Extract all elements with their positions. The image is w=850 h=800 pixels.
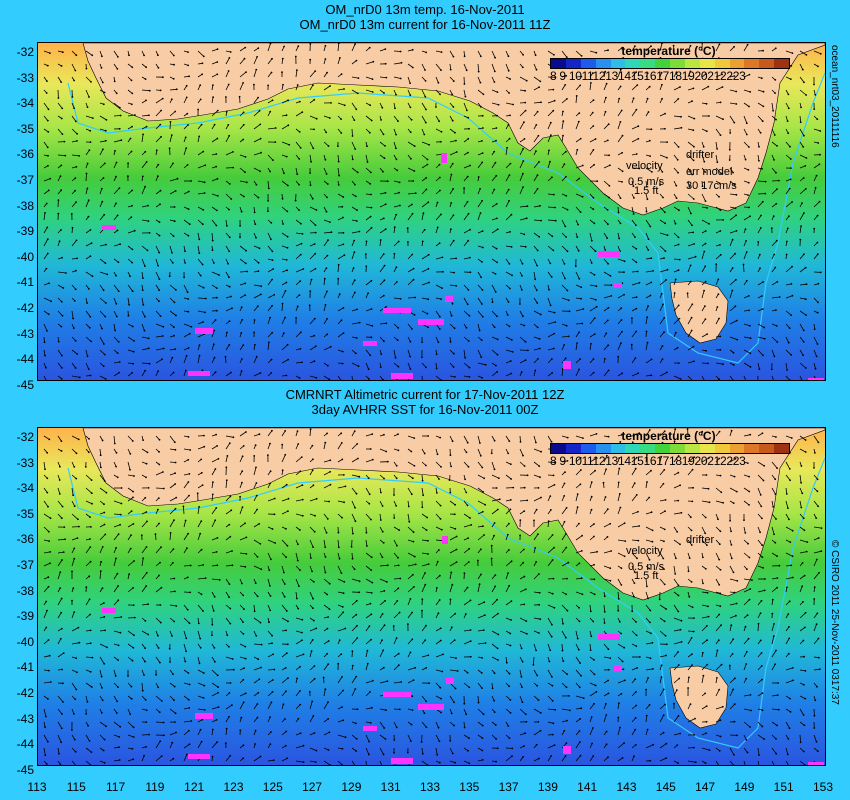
- x-tick-label: 123: [223, 780, 244, 794]
- velocity-scale: 0.5 m/s: [628, 561, 665, 573]
- x-tick-label: 141: [577, 780, 598, 794]
- y-tick-label: -42: [16, 301, 34, 315]
- australia-land: [82, 428, 825, 601]
- x-tick-label: 133: [419, 780, 441, 794]
- y-tick-label: -39: [16, 609, 34, 624]
- x-tick-label: 149: [734, 780, 755, 794]
- x-tick-label: 129: [341, 780, 362, 794]
- shelf-contour: [67, 72, 825, 364]
- y-tick-label: -42: [16, 686, 34, 700]
- legend-title: temperature (°C): [621, 429, 716, 443]
- y-tick-label: -34: [16, 96, 34, 111]
- y-tick-label: -38: [16, 198, 34, 213]
- velocity-scale-2: 1.5 ft: [634, 570, 659, 582]
- top-map-svg: [43, 43, 825, 380]
- top-map-panel[interactable]: temperature (°C) 8 9 1011121314151617181…: [37, 42, 826, 381]
- y-tick-label: -45: [16, 377, 34, 392]
- legend-labels: 8 9 1011121314151617181920212223: [550, 69, 746, 83]
- x-tick-label: 119: [145, 780, 165, 794]
- velocity-scale: 0.5 m/s: [628, 176, 665, 188]
- x-tick-label: 117: [106, 780, 126, 794]
- y-tick-label: -36: [16, 147, 34, 162]
- current-vectors: [43, 428, 823, 765]
- y-tick-label: -35: [16, 506, 34, 521]
- velocity-label: velocity: [626, 160, 663, 172]
- top-side-label: ocean_nrt03_20111116: [829, 45, 840, 148]
- x-tick-label: 151: [773, 780, 794, 794]
- x-tick-label: 145: [655, 780, 676, 794]
- legend-colorbar: [550, 443, 790, 454]
- bottom-panel-title-2: 3day AVHRR SST for 16-Nov-2011 00Z: [311, 402, 539, 417]
- tasmania-land: [669, 665, 729, 729]
- y-tick-label: -43: [16, 326, 34, 341]
- temperature-legend: temperature (°C) 8 9 1011121314151617181…: [546, 429, 791, 468]
- y-tick-label: -44: [16, 352, 34, 367]
- bottom-side-label: © CSIRO 2011 25-Nov-2011 0317:37: [829, 540, 840, 705]
- y-tick-label: -35: [16, 121, 34, 136]
- velocity-label: velocity: [626, 545, 663, 557]
- y-tick-label: -41: [16, 275, 34, 290]
- x-tick-label: 135: [459, 780, 480, 794]
- velocity-scale-2: 1.5 ft: [634, 185, 659, 197]
- x-tick-label: 147: [695, 780, 716, 794]
- y-tick-label: -34: [16, 481, 34, 496]
- y-tick-label: -44: [16, 737, 34, 752]
- x-tick-label: 125: [262, 780, 283, 794]
- y-tick-label: -41: [16, 660, 34, 675]
- y-tick-label: -45: [16, 762, 34, 777]
- y-tick-label: -32: [16, 430, 34, 444]
- shelf-contour: [67, 457, 825, 749]
- y-tick-label: -37: [16, 558, 34, 572]
- bottom-map-panel[interactable]: temperature (°C) 8 9 1011121314151617181…: [37, 427, 826, 766]
- legend-colorbar: [550, 58, 790, 69]
- y-tick-label: -33: [16, 455, 34, 470]
- y-tick-label: -37: [16, 173, 34, 187]
- x-tick-label: 143: [616, 780, 637, 794]
- y-tick-label: -40: [16, 634, 34, 649]
- x-tick-label: 113: [27, 780, 47, 794]
- x-tick-label: 137: [498, 780, 519, 794]
- x-tick-label: 121: [184, 780, 205, 794]
- y-tick-label: -39: [16, 224, 34, 239]
- x-tick-label: 115: [66, 780, 86, 794]
- y-tick-label: -43: [16, 711, 34, 726]
- legend-title: temperature (°C): [621, 44, 716, 58]
- tasmania-land: [669, 280, 729, 344]
- err-model-value: 30 17cm/s: [686, 180, 737, 192]
- top-panel-title-1: OM_nrD0 13m temp. 16-Nov-2011: [325, 2, 525, 17]
- legend-labels: 8 9 1011121314151617181920212223: [550, 454, 746, 468]
- y-tick-label: -38: [16, 583, 34, 598]
- drifter-label: drifter: [686, 534, 715, 546]
- drifter-tracks: [102, 153, 824, 380]
- err-model-label: err model: [686, 166, 733, 178]
- y-tick-label: -40: [16, 249, 34, 264]
- y-tick-label: -33: [16, 70, 34, 85]
- temperature-legend: temperature (°C) 8 9 1011121314151617181…: [546, 44, 791, 83]
- drifter-label: drifter: [686, 149, 715, 161]
- y-tick-label: -32: [16, 45, 34, 59]
- bottom-map-svg: [43, 428, 825, 765]
- bottom-panel-title-1: CMRNRT Altimetric current for 17-Nov-201…: [285, 387, 565, 402]
- x-tick-label: 127: [302, 780, 323, 794]
- top-panel-title-2: OM_nrD0 13m current for 16-Nov-2011 11Z: [299, 17, 551, 32]
- drifter-tracks: [102, 536, 824, 765]
- x-tick-label: 139: [537, 780, 558, 794]
- x-tick-label: 153: [812, 780, 834, 794]
- y-tick-label: -36: [16, 532, 34, 547]
- x-tick-label: 131: [380, 780, 401, 794]
